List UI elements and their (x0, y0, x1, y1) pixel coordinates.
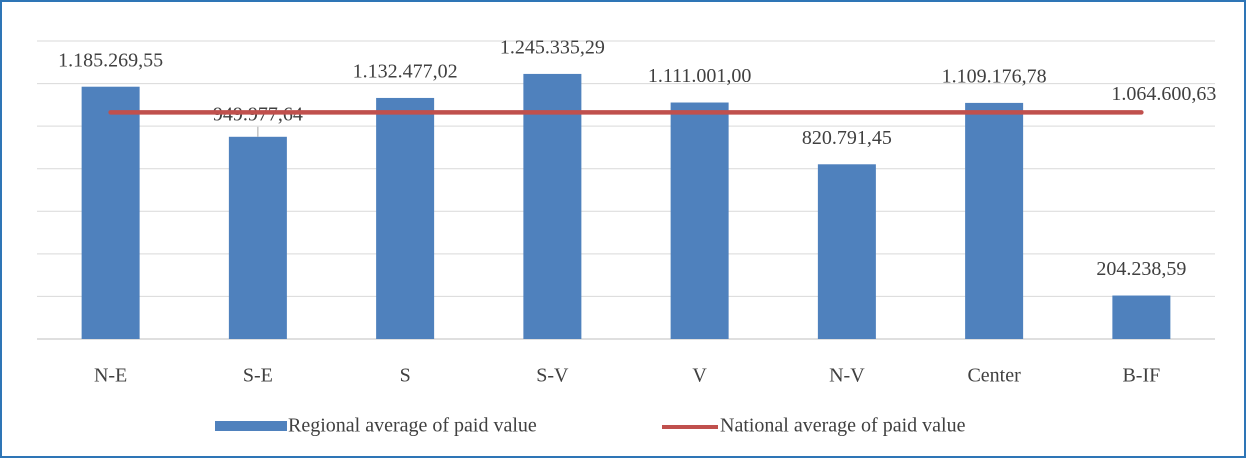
bar (523, 73, 582, 340)
value-label: 1.245.335,29 (500, 37, 605, 59)
legend-label: National average of paid value (720, 415, 966, 437)
x-tick-label: S-V (536, 365, 569, 387)
bar (1112, 295, 1171, 339)
x-tick-label: Center (967, 365, 1021, 387)
x-tick-label: S (400, 365, 411, 387)
bar (81, 86, 140, 339)
legend-label: Regional average of paid value (288, 415, 537, 437)
value-label: 204.238,59 (1096, 258, 1186, 280)
x-tick-label: B-IF (1122, 365, 1160, 387)
bar (228, 136, 287, 339)
bar (376, 97, 435, 339)
x-tick-label: N-V (829, 365, 865, 387)
x-tick-label: N-E (94, 365, 127, 387)
value-label: 1.109.176,78 (942, 65, 1047, 87)
value-label: 820.791,45 (802, 127, 892, 149)
value-label: 1.185.269,55 (58, 49, 163, 71)
legend-swatch (215, 421, 287, 431)
x-tick-label: V (692, 365, 707, 387)
bar (817, 164, 876, 339)
bar (965, 102, 1024, 339)
x-tick-label: S-E (243, 365, 273, 387)
bar (670, 102, 729, 339)
value-label: 1.132.477,02 (353, 61, 458, 83)
value-label: 1.111.001,00 (648, 65, 752, 87)
reference-label: 1.064.600,63 (1111, 83, 1216, 105)
